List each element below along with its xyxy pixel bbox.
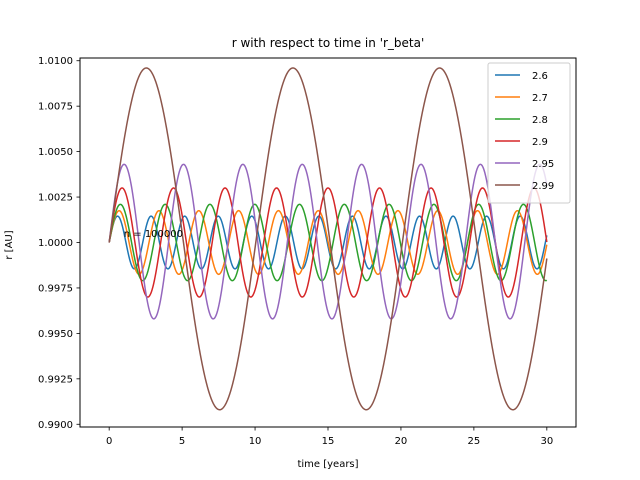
legend-label: 2.9	[532, 137, 548, 148]
x-tick-label: 15	[322, 436, 335, 447]
x-tick-label: 25	[468, 436, 481, 447]
legend-label: 2.95	[532, 159, 554, 170]
legend-label: 2.6	[532, 71, 548, 82]
y-axis-label: r [AU]	[4, 230, 15, 259]
x-axis-label: time [years]	[297, 459, 358, 470]
x-tick-label: 20	[395, 436, 408, 447]
x-tick-label: 5	[179, 436, 185, 447]
chart-title: r with respect to time in 'r_beta'	[232, 36, 425, 50]
y-tick-label: 1.0075	[38, 102, 73, 113]
series-line-2.99	[108, 67, 548, 411]
legend-label: 2.8	[532, 115, 548, 126]
legend-label: 2.99	[532, 181, 554, 192]
x-tick-label: 30	[540, 436, 553, 447]
legend-label: 2.7	[532, 93, 548, 104]
x-tick-label: 10	[249, 436, 262, 447]
y-tick-label: 0.9900	[38, 420, 73, 431]
annotation-text: n = 100000	[124, 229, 183, 240]
x-axis: 0 5 10 15 20 25 30	[106, 427, 553, 447]
y-axis: 0.9900 0.9925 0.9950 0.9975 1.0000 1.0025 1.00…	[38, 56, 80, 431]
y-tick-label: 1.0025	[38, 193, 73, 204]
series-line-2.9	[108, 187, 548, 298]
series-line-2.95	[108, 163, 548, 320]
y-tick-label: 0.9950	[38, 329, 73, 340]
series-layer	[108, 67, 548, 411]
annotation-layer: n = 100000	[124, 229, 183, 240]
y-tick-label: 1.0100	[38, 56, 73, 67]
plot-area: n = 100000	[79, 57, 577, 428]
legend: 2.6 2.7 2.8 2.9 2.95 2.99	[487, 62, 571, 204]
y-tick-label: 0.9925	[38, 374, 73, 385]
legend-box	[487, 62, 571, 204]
y-tick-label: 0.9975	[38, 283, 73, 294]
y-tick-label: 1.0000	[38, 238, 73, 249]
x-tick-label: 0	[106, 436, 112, 447]
y-tick-label: 1.0050	[38, 147, 73, 158]
